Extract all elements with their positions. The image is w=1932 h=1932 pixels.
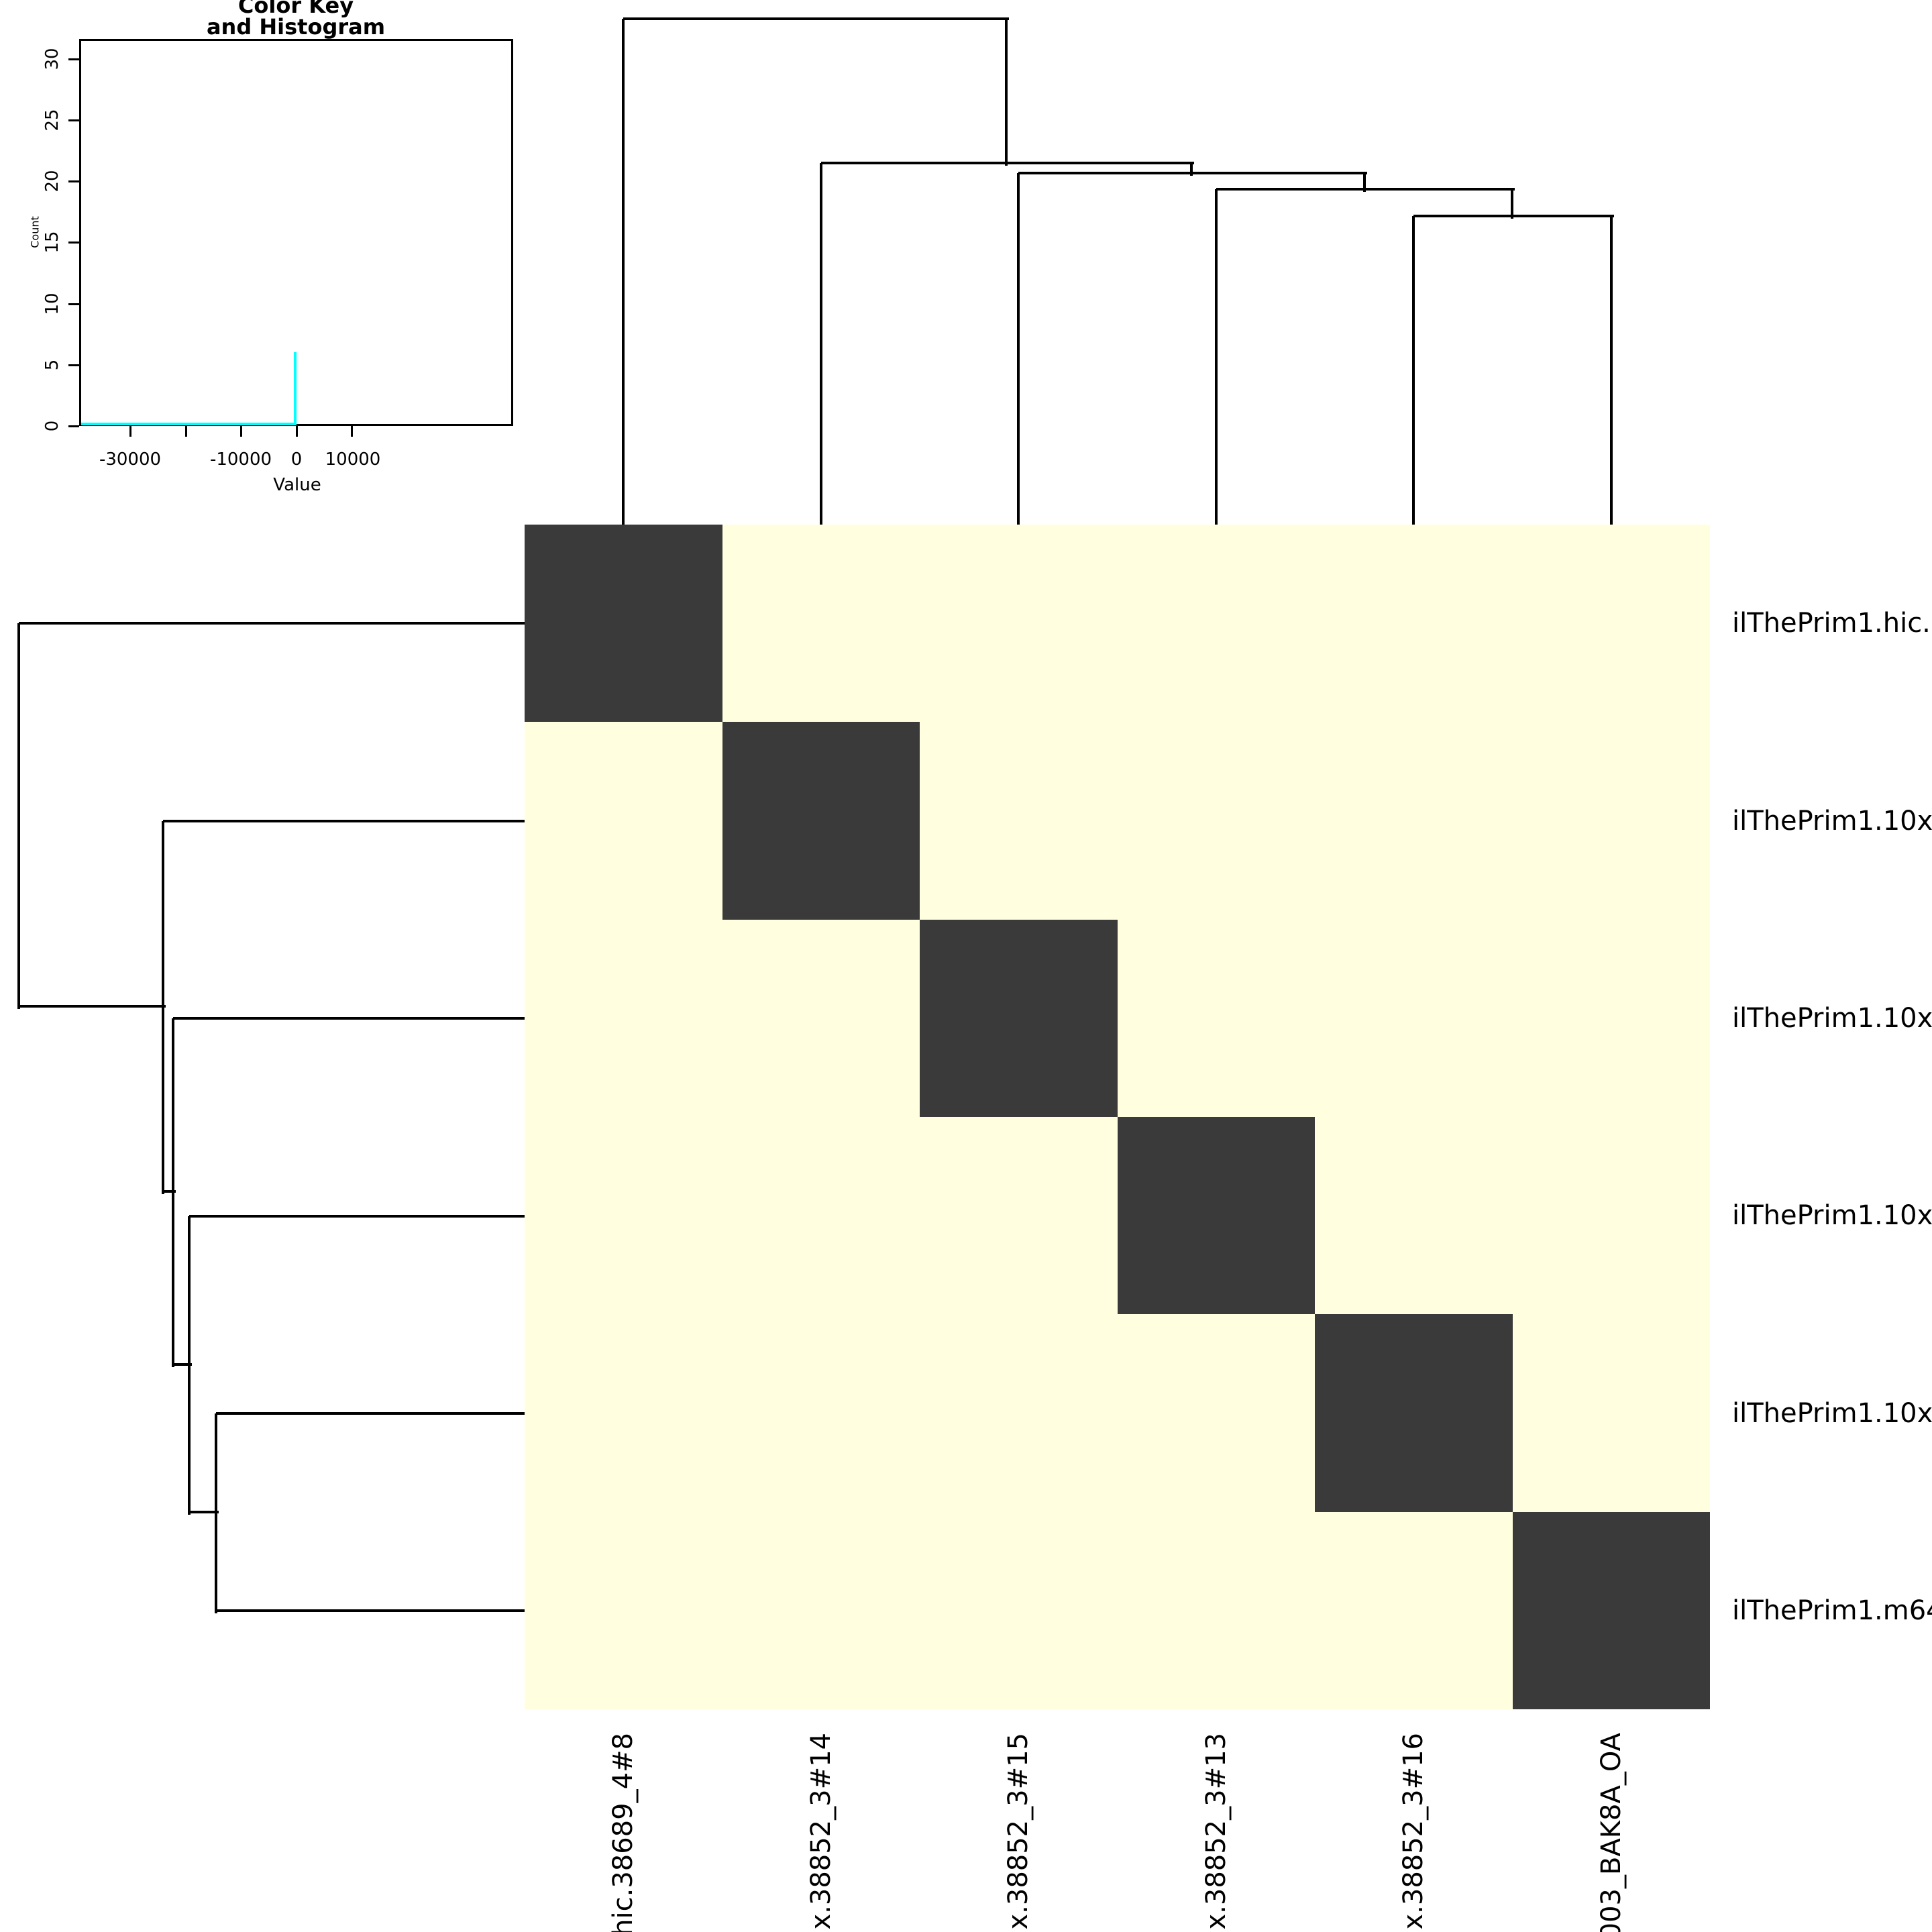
column-dendrogram-segment: [1363, 173, 1366, 192]
heatmap-diagonal-cell: [525, 525, 722, 722]
x-axis-tick-label: 0: [290, 449, 303, 470]
y-axis-tick-label: 10: [42, 292, 62, 315]
y-axis-tick-label: 25: [42, 109, 62, 131]
y-axis-tick: [68, 303, 79, 305]
color-key-title: Color Key and Histogram: [95, 0, 497, 38]
row-dendrogram-segment: [162, 821, 164, 1194]
column-dendrogram-segment: [622, 19, 625, 527]
column-dendrogram-segment: [821, 162, 1194, 164]
color-key-ylabel: Count: [28, 216, 42, 248]
row-dendrogram-segment: [189, 1511, 219, 1513]
row-dendrogram-segment: [189, 1215, 527, 1218]
row-label: ilThePrim1.m64: [1732, 1595, 1932, 1626]
heatmap-diagonal-cell: [1315, 1314, 1513, 1512]
column-label: hic.38689_4#8: [608, 1733, 639, 1932]
column-dendrogram-segment: [1413, 215, 1614, 217]
column-dendrogram-segment: [1511, 189, 1513, 219]
column-dendrogram-segment: [1017, 173, 1020, 527]
column-label: x.38852_3#14: [806, 1733, 837, 1930]
row-dendrogram-segment: [19, 622, 527, 625]
y-axis-tick: [68, 241, 79, 244]
x-axis-tick-label: 10000: [325, 449, 381, 470]
row-dendrogram-segment: [163, 820, 527, 822]
row-label: ilThePrim1.10x: [1732, 1398, 1932, 1429]
x-axis-tick: [239, 426, 242, 437]
column-dendrogram-segment: [820, 163, 822, 527]
y-axis-tick: [68, 180, 79, 182]
heatmap-diagonal-cell: [920, 919, 1118, 1117]
x-axis-tick: [184, 426, 187, 437]
histogram-trace-line: [81, 423, 295, 425]
column-dendrogram-segment: [1216, 188, 1515, 191]
column-dendrogram-segment: [1610, 216, 1613, 527]
y-axis-tick-label: 5: [42, 359, 62, 371]
column-label: x.38852_3#16: [1398, 1733, 1429, 1930]
column-dendrogram-segment: [623, 17, 1009, 20]
row-dendrogram-segment: [215, 1413, 217, 1613]
color-key-xlabel: Value: [273, 475, 321, 495]
color-key-title-line2: and Histogram: [206, 14, 386, 40]
row-dendrogram-segment: [163, 1190, 176, 1193]
histogram-spike: [294, 352, 297, 425]
y-axis-tick: [68, 425, 79, 427]
y-axis-tick-label: 0: [42, 420, 62, 432]
row-dendrogram-segment: [216, 1609, 527, 1612]
y-axis-tick: [68, 58, 79, 60]
row-label: ilThePrim1.10x: [1732, 1003, 1932, 1034]
column-label: x.38852_3#15: [1003, 1733, 1034, 1930]
y-axis-tick: [68, 119, 79, 121]
column-label: x.38852_3#13: [1201, 1733, 1232, 1930]
x-axis-tick-label: -30000: [99, 449, 162, 470]
column-dendrogram-segment: [1005, 19, 1008, 166]
column-dendrogram-segment: [1412, 216, 1415, 527]
heatmap-diagonal-cell: [722, 722, 920, 920]
x-axis-tick-label: -10000: [209, 449, 272, 470]
row-dendrogram-segment: [188, 1216, 191, 1515]
row-dendrogram-segment: [17, 623, 20, 1009]
column-dendrogram-segment: [1190, 163, 1193, 176]
row-dendrogram-segment: [173, 1363, 192, 1366]
y-axis-tick: [68, 364, 79, 366]
y-axis-tick-label: 20: [42, 170, 62, 193]
y-axis-tick-label: 30: [42, 48, 62, 70]
heatmap-diagonal-cell: [1117, 1117, 1315, 1315]
heatmap-matrix: [525, 525, 1710, 1709]
heatmap-diagonal-cell: [1512, 1511, 1710, 1709]
row-dendrogram-segment: [172, 1018, 174, 1367]
row-dendrogram-segment: [216, 1412, 527, 1415]
x-axis-tick: [350, 426, 353, 437]
color-key-title-line1: Color Key: [237, 0, 354, 18]
column-dendrogram-segment: [1018, 172, 1367, 174]
column-dendrogram-segment: [1215, 189, 1218, 527]
column-label: 003_BAK8A_OA: [1596, 1733, 1627, 1932]
row-label: ilThePrim1.10x: [1732, 806, 1932, 837]
y-axis-tick-label: 15: [42, 231, 62, 254]
x-axis-tick: [295, 426, 298, 437]
row-label: ilThePrim1.10x: [1732, 1200, 1932, 1231]
row-label: ilThePrim1.hic.: [1732, 608, 1931, 639]
row-dendrogram-segment: [19, 1005, 166, 1008]
x-axis-tick: [129, 426, 131, 437]
row-dendrogram-segment: [173, 1017, 527, 1020]
